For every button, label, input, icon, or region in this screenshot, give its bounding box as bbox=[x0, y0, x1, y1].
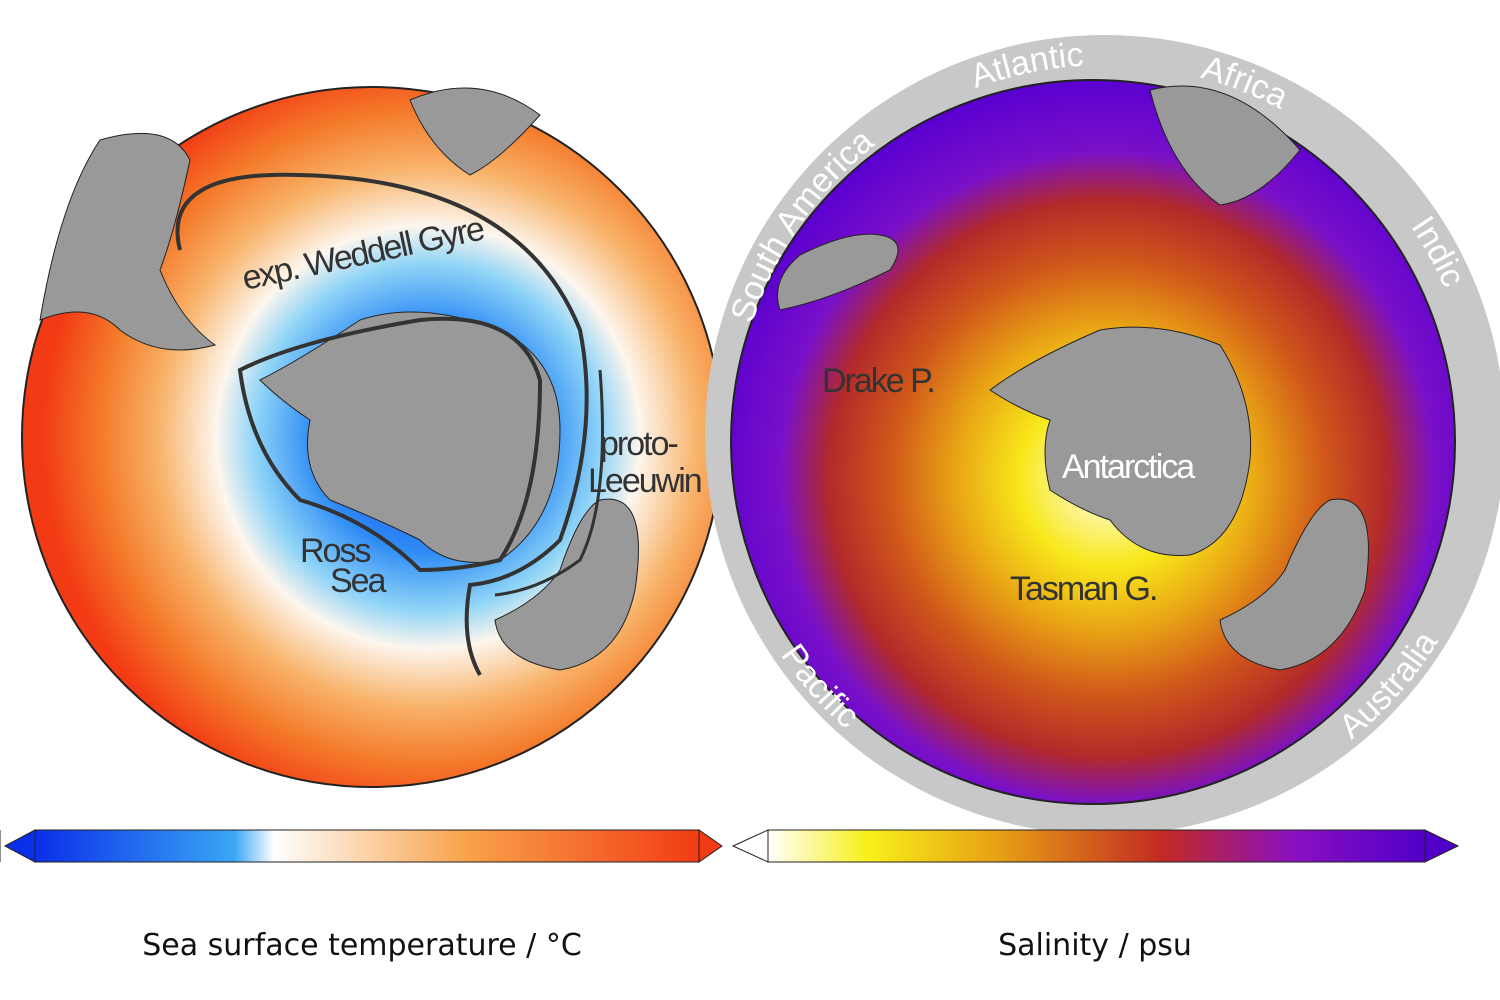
salinity-colorbar bbox=[731, 829, 1460, 863]
map-label: Sea bbox=[330, 562, 387, 600]
temperature-map bbox=[21, 86, 723, 788]
colorbar-title: Salinity / psu bbox=[998, 928, 1192, 963]
map-label: Leeuwin bbox=[588, 462, 701, 500]
map-label: Tasman G. bbox=[1010, 570, 1156, 608]
map-label: Antarctica bbox=[1062, 448, 1195, 486]
map-label: Drake P. bbox=[822, 362, 934, 400]
temperature-colorbar bbox=[3, 829, 723, 863]
colorbar-title: Sea surface temperature / °C bbox=[142, 928, 582, 963]
map-label: proto- bbox=[600, 425, 677, 463]
map-label: Ross bbox=[300, 532, 370, 570]
salinity-map bbox=[705, 35, 1500, 835]
